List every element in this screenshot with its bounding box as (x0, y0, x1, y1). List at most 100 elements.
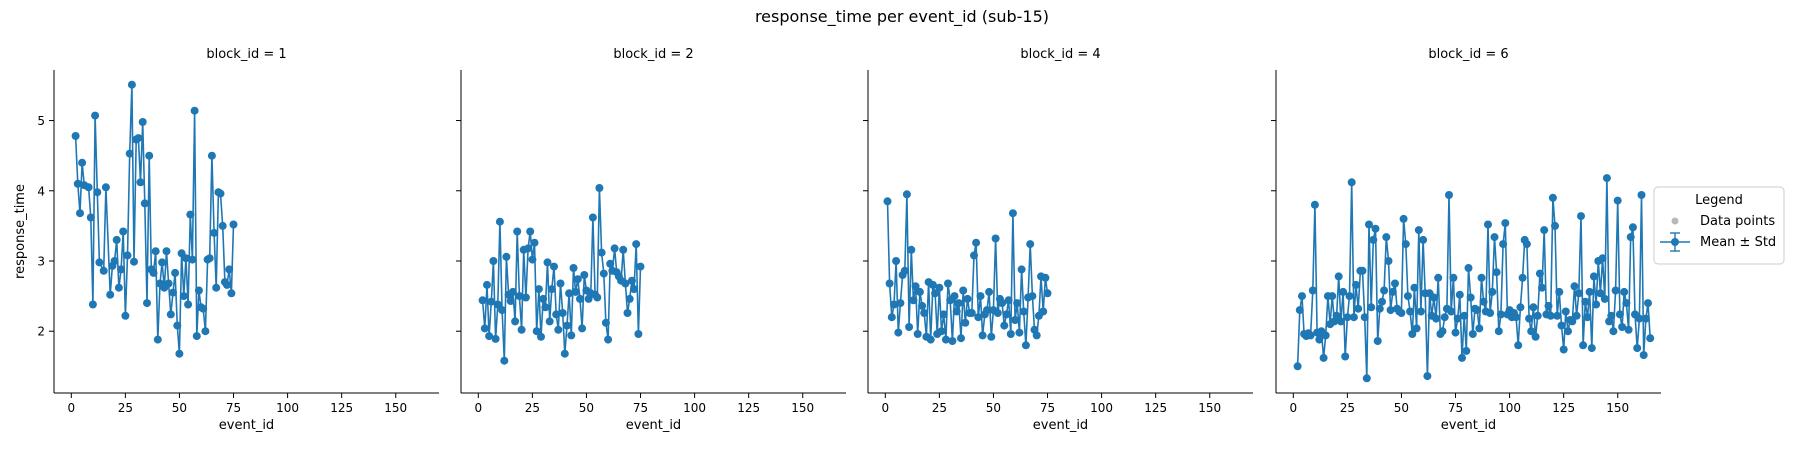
data-point (543, 258, 552, 267)
data-point (1358, 266, 1367, 275)
data-point (78, 158, 87, 167)
data-point (487, 297, 496, 306)
x-tick-label: 100 (683, 401, 706, 415)
data-point (1529, 303, 1538, 312)
x-tick-label: 25 (932, 401, 947, 415)
data-point (1378, 297, 1386, 306)
data-point (199, 304, 208, 313)
data-point (1011, 316, 1020, 324)
data-point (1406, 307, 1415, 316)
x-tick-label: 150 (384, 401, 407, 415)
data-point (1622, 299, 1631, 308)
data-point (1410, 283, 1419, 292)
data-point (153, 335, 162, 344)
y-tick-label: 5 (37, 114, 45, 128)
data-point (502, 252, 511, 261)
data-point (1352, 280, 1360, 289)
data-point (1488, 287, 1497, 296)
data-point (1382, 233, 1391, 242)
data-point (1306, 331, 1315, 340)
data-point (619, 245, 628, 254)
data-point (1468, 330, 1477, 338)
data-point (1494, 327, 1503, 336)
x-tick-label: 50 (172, 401, 187, 415)
data-point (480, 324, 489, 333)
data-point (91, 111, 100, 120)
data-point (1613, 196, 1622, 205)
data-point (76, 209, 84, 218)
data-point (149, 268, 158, 277)
data-point (896, 299, 905, 308)
data-point (1574, 289, 1583, 298)
data-point (1453, 314, 1462, 323)
data-point (599, 269, 608, 278)
data-point (1369, 235, 1378, 244)
data-point (1475, 324, 1484, 333)
data-point (1013, 299, 1022, 308)
data-point (1598, 254, 1607, 263)
data-point (1375, 304, 1384, 313)
data-point (993, 309, 1002, 317)
data-point (212, 283, 221, 292)
data-point (627, 276, 636, 285)
data-point (911, 282, 920, 291)
data-point (1473, 306, 1482, 315)
data-point (954, 299, 963, 308)
data-point (1429, 293, 1438, 302)
data-point (1568, 317, 1577, 326)
data-point (1646, 334, 1655, 343)
x-tick-label: 0 (474, 401, 482, 415)
data-point (1585, 287, 1594, 296)
data-point (121, 311, 130, 320)
data-point (1499, 240, 1508, 249)
data-point (565, 289, 574, 298)
data-point (1386, 306, 1395, 315)
data-point (552, 310, 561, 319)
legend-frame (1653, 186, 1785, 265)
data-point (1362, 374, 1371, 383)
x-tick-label: 125 (1552, 401, 1575, 415)
x-tick-label: 125 (330, 401, 353, 415)
data-point (550, 262, 558, 271)
data-point (225, 265, 234, 274)
data-point (978, 331, 987, 340)
data-point (939, 310, 948, 319)
x-axis-label: event_id (1033, 418, 1088, 433)
panel-title: block_id = 1 (206, 47, 286, 62)
data-point (560, 349, 569, 358)
data-point (1458, 353, 1466, 362)
data-point (95, 258, 104, 267)
data-point (547, 285, 556, 294)
data-point (1440, 313, 1449, 322)
data-point (1039, 307, 1048, 316)
panel-title: block_id = 2 (613, 47, 693, 62)
data-point (1002, 310, 1011, 319)
data-point (625, 294, 634, 303)
data-point (1626, 233, 1635, 242)
data-point (1401, 240, 1410, 249)
data-point (169, 288, 177, 297)
x-tick-label: 100 (1498, 401, 1521, 415)
data-point (1419, 235, 1428, 244)
data-point (1633, 344, 1642, 353)
x-axis-label: event_id (626, 418, 681, 433)
data-point (143, 299, 151, 308)
data-point (1354, 304, 1363, 313)
data-point (207, 151, 216, 160)
data-point (1589, 272, 1598, 281)
data-point (210, 228, 219, 237)
x-tick-label: 75 (633, 401, 648, 415)
data-point (1293, 362, 1302, 371)
x-tick-label: 25 (1340, 401, 1355, 415)
data-point (84, 183, 93, 192)
data-point (175, 349, 184, 358)
data-point (1332, 311, 1341, 320)
data-point (106, 290, 115, 299)
data-point (1624, 325, 1633, 334)
data-point (205, 254, 214, 263)
data-point (88, 300, 97, 309)
data-point (935, 283, 944, 292)
data-point (201, 327, 210, 336)
data-point (1015, 328, 1024, 337)
data-point (987, 332, 996, 341)
